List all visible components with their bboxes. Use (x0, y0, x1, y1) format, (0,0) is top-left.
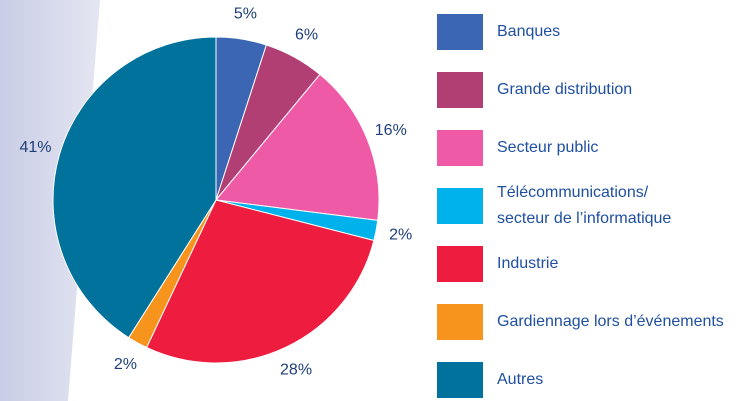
background-band (0, 0, 100, 401)
legend-item: Banques (437, 14, 560, 50)
legend-label: Autres (497, 371, 544, 388)
legend-item: Gardiennage lors d’événements (437, 304, 724, 340)
legend-swatch (437, 72, 483, 108)
legend-item: Grande distribution (437, 72, 632, 108)
legend-label: Grande distribution (497, 81, 633, 98)
legend-swatch (437, 130, 483, 166)
legend-swatch (437, 246, 483, 282)
value-label: 2% (389, 226, 412, 243)
legend-label: Gardiennage lors d’événements (497, 313, 724, 330)
legend-swatch (437, 362, 483, 398)
value-label: 2% (114, 356, 137, 373)
legend-label: Industrie (497, 255, 559, 272)
legend-item: Autres (437, 362, 543, 398)
legend-item: Secteur public (437, 130, 598, 166)
legend-swatch (437, 188, 483, 224)
legend-item: Télécommunications/ secteur de l’informa… (437, 180, 671, 232)
pie-slice (145, 199, 375, 364)
value-label: 5% (234, 6, 257, 23)
legend-label: Banques (497, 23, 561, 40)
value-label: 28% (280, 361, 312, 378)
pie-slice (215, 73, 380, 221)
legend-swatch (437, 304, 483, 340)
value-label: 6% (295, 26, 318, 43)
legend-label: Télécommunications/ secteur de l’informa… (497, 184, 672, 227)
pie-slice (52, 36, 217, 339)
legend-swatch (437, 14, 483, 50)
value-label: 16% (375, 122, 407, 139)
legend-item: Industrie (437, 246, 558, 282)
value-label: 41% (19, 139, 51, 156)
legend-label: Secteur public (497, 139, 599, 156)
